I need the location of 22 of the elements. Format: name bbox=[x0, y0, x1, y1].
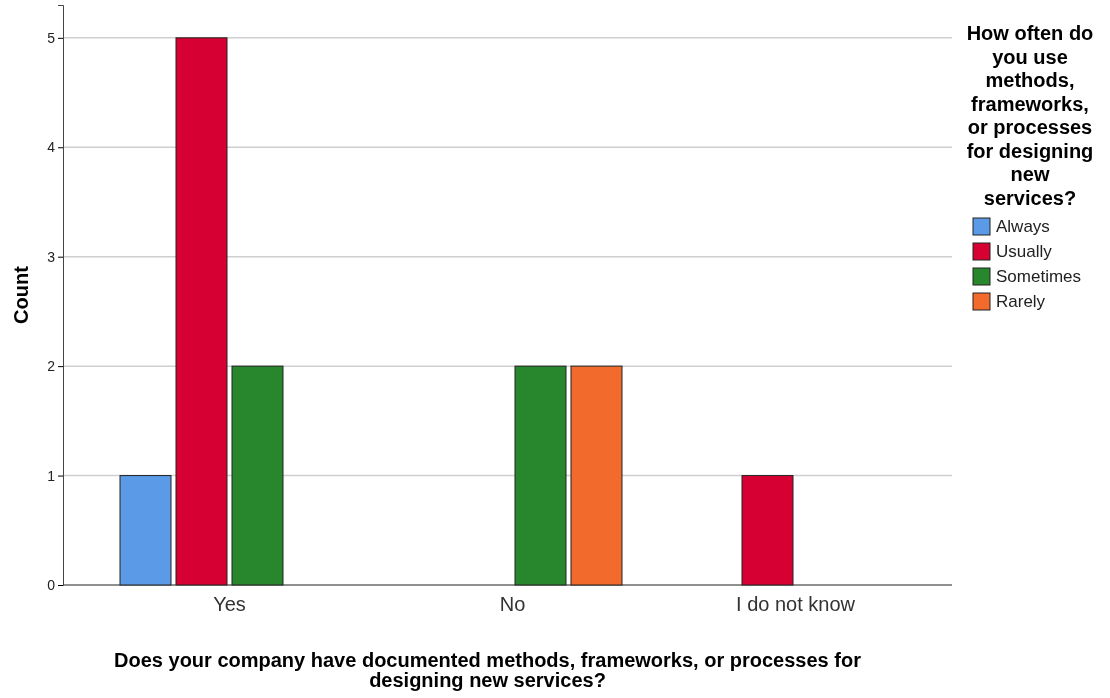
y-tick-label: 4 bbox=[47, 139, 56, 156]
x-tick-label: No bbox=[499, 593, 526, 616]
x-tick-label: I do not know bbox=[736, 593, 856, 616]
legend-label: Always bbox=[996, 217, 1050, 236]
y-axis-title: Count bbox=[10, 265, 32, 324]
bar bbox=[570, 365, 623, 586]
bar bbox=[175, 37, 228, 586]
x-axis-title: Does your company have documented methods, frameworks, or processes for designing new services? bbox=[114, 649, 862, 691]
bar bbox=[514, 365, 567, 586]
y-tick-label: 1 bbox=[47, 467, 56, 484]
legend-label: Usually bbox=[996, 242, 1053, 261]
y-tick-label: 5 bbox=[47, 29, 56, 46]
y-tick-label: 3 bbox=[47, 248, 56, 265]
bar bbox=[741, 475, 794, 586]
legend-label: Sometimes bbox=[996, 267, 1082, 286]
bar bbox=[231, 365, 284, 586]
legend-label: Rarely bbox=[996, 292, 1046, 311]
legend-title: How often do you use methods, frameworks, or processes for designing new services? bbox=[966, 22, 1094, 209]
x-tick-label: Yes bbox=[213, 593, 246, 616]
bar bbox=[119, 475, 172, 586]
y-tick-label: 0 bbox=[47, 576, 56, 593]
y-tick-label: 2 bbox=[47, 358, 56, 375]
